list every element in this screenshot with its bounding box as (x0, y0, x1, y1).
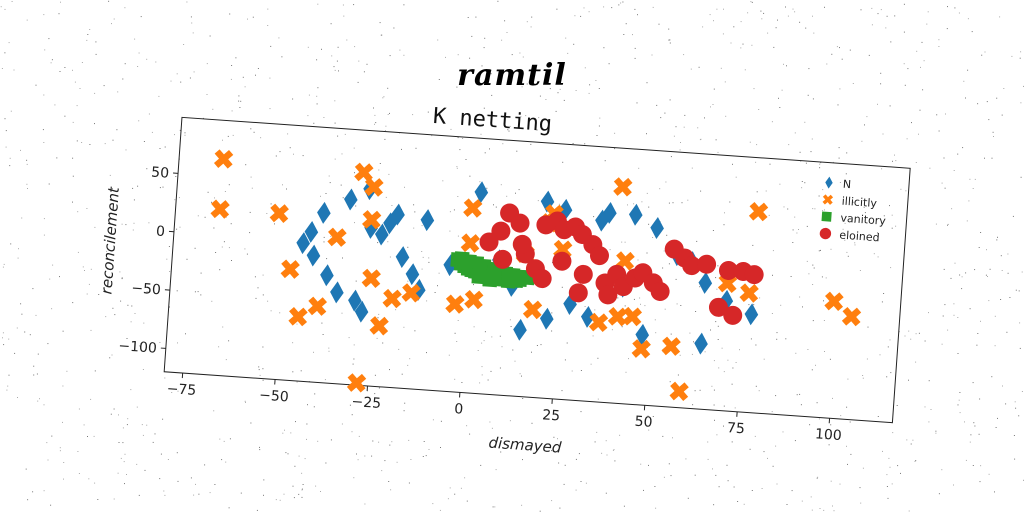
data-point (420, 209, 435, 232)
data-point (361, 268, 381, 288)
data-point (523, 300, 543, 320)
x-tick-label: 0 (454, 401, 464, 418)
legend-marker (825, 176, 833, 188)
data-point (842, 307, 862, 327)
data-point (824, 291, 844, 311)
data-point (319, 264, 334, 287)
data-point (369, 316, 389, 336)
data-point (214, 149, 234, 169)
data-point (696, 254, 716, 274)
data-point (512, 318, 527, 341)
x-tick-label: 25 (542, 407, 561, 424)
x-tick-label: −50 (259, 387, 290, 405)
data-point (343, 188, 358, 211)
data-point (512, 272, 527, 287)
y-tick-label: −100 (118, 338, 157, 357)
x-axis-label: dismayed (488, 434, 562, 457)
x-tick-label: 75 (727, 420, 746, 437)
data-point (471, 269, 486, 284)
data-point (622, 307, 642, 327)
data-point (613, 177, 633, 197)
legend-marker (819, 227, 831, 239)
data-point (463, 198, 483, 218)
data-point (539, 307, 554, 330)
data-point (306, 244, 321, 267)
x-axis-ticks: −75 −50 −25 0 25 50 75 100 (166, 372, 843, 444)
data-point (307, 296, 327, 316)
data-point (347, 373, 367, 393)
data-point (327, 227, 347, 247)
y-axis-ticks: 50 0 −50 −100 (118, 163, 179, 357)
data-point (698, 271, 713, 294)
data-point (744, 303, 759, 326)
data-point (458, 255, 473, 270)
data-marks (199, 149, 870, 427)
data-point (669, 381, 689, 401)
data-point (474, 181, 489, 204)
data-point (280, 259, 300, 279)
x-tick-label: 100 (814, 426, 842, 444)
data-point (464, 290, 484, 310)
data-point (460, 233, 480, 253)
legend-label: N (842, 178, 851, 192)
data-point (573, 264, 593, 284)
data-point (382, 289, 402, 309)
data-point (329, 281, 344, 304)
y-tick-label: −50 (131, 280, 162, 298)
data-point (445, 294, 465, 314)
legend-label: eloined (839, 229, 880, 245)
data-point (650, 217, 665, 240)
legend-marker (821, 211, 831, 221)
data-point (608, 307, 628, 327)
legend-label: illicitly (841, 195, 878, 210)
data-point (269, 203, 289, 223)
data-point (661, 336, 681, 356)
x-tick-label: 50 (634, 414, 653, 431)
x-tick-label: −25 (351, 394, 382, 412)
data-point (589, 312, 609, 332)
data-point (693, 332, 708, 355)
data-point (628, 203, 643, 226)
data-point (210, 199, 230, 219)
data-point (749, 202, 769, 222)
legend-label: vanitory (840, 212, 887, 228)
y-axis-label: reconcilement (97, 185, 123, 294)
data-point (395, 246, 410, 269)
series-1 (199, 149, 870, 427)
y-tick-label: 0 (155, 223, 165, 240)
y-tick-label: 50 (151, 165, 170, 182)
x-tick-label: −75 (166, 381, 197, 399)
data-point (739, 283, 759, 303)
legend-marker (822, 194, 833, 205)
data-point (316, 201, 331, 224)
data-point (288, 307, 308, 327)
